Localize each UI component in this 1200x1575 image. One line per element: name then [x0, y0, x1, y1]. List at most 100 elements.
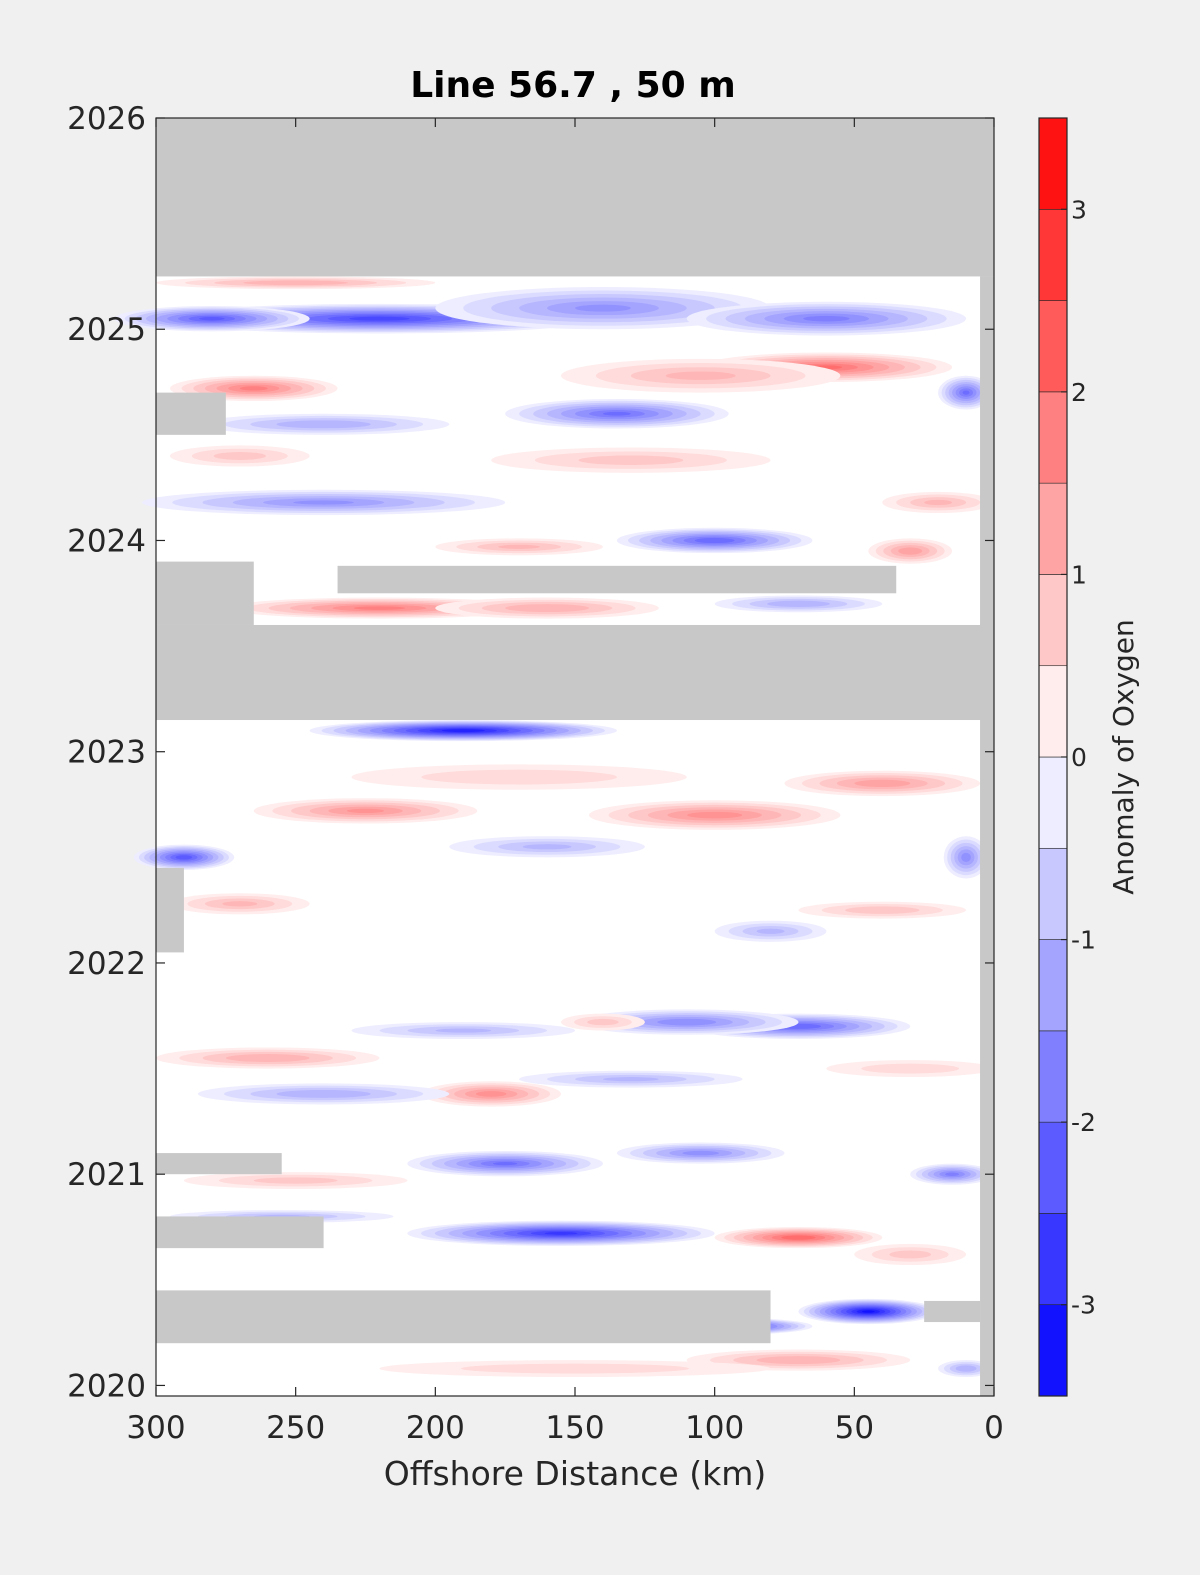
contour-band [962, 390, 970, 395]
contour-band [955, 1365, 977, 1372]
chart-title: Line 56.7 , 50 m [410, 65, 736, 106]
contour-band [239, 386, 268, 391]
anomaly-feature-34 [351, 1022, 575, 1040]
colorbar-segment [1038, 482, 1068, 575]
anomaly-feature-52 [379, 1360, 771, 1377]
contour-band [175, 855, 193, 860]
anomaly-feature-33 [575, 1009, 799, 1035]
colorbar-segment [1038, 574, 1068, 667]
anomaly-feature-24 [784, 770, 981, 797]
colorbar-segment [1038, 1121, 1068, 1214]
contour-band [225, 1054, 310, 1062]
anomaly-feature-29 [169, 893, 310, 915]
contour-band [222, 901, 258, 907]
anomaly-feature-42 [616, 1142, 785, 1164]
contour-band [492, 1162, 518, 1166]
colorbar-segment [1038, 391, 1068, 484]
anomaly-feature-9 [938, 375, 994, 410]
x-tick-label: 150 [545, 1410, 604, 1446]
anomaly-feature-22 [253, 798, 478, 824]
anomaly-feature-8 [505, 398, 729, 429]
anomaly-feature-43 [910, 1163, 994, 1185]
y-tick-label: 2021 [67, 1157, 146, 1193]
contour-band [243, 280, 349, 286]
contour-band [889, 1250, 932, 1259]
x-axis-label: Offshore Distance (km) [384, 1454, 766, 1493]
contour-band [924, 499, 953, 506]
anomaly-feature-38 [197, 1083, 450, 1105]
contour-band [346, 808, 385, 813]
colorbar-segment [1038, 1213, 1068, 1306]
colorbar-tick-label: 1 [1071, 560, 1087, 589]
anomaly-feature-26 [133, 844, 235, 871]
anomaly-feature-30 [798, 901, 967, 919]
anomaly-feature-11 [169, 445, 310, 467]
contour-band [945, 1172, 960, 1176]
anomaly-feature-37 [421, 1081, 562, 1107]
anomaly-feature-35 [561, 1013, 645, 1031]
contour-band [587, 1018, 619, 1026]
contour-band [475, 1091, 507, 1097]
contour-band [498, 544, 541, 549]
contour-band [602, 1077, 659, 1082]
contour-band [756, 928, 785, 934]
y-tick-label: 2024 [67, 523, 146, 559]
anomaly-feature-53 [938, 1360, 994, 1377]
contour-band [435, 1028, 492, 1033]
anomaly-feature-2 [435, 286, 771, 330]
contour-band [767, 600, 830, 608]
contour-band [756, 1356, 841, 1365]
nodata-region [980, 276, 994, 1397]
contour-band [861, 1063, 960, 1074]
colorbar-tick-label: -3 [1071, 1291, 1096, 1320]
colorbar-tick-label: -2 [1071, 1108, 1096, 1137]
x-tick-label: 250 [266, 1410, 325, 1446]
anomaly-feature-31 [714, 920, 827, 942]
contour-band [781, 1235, 816, 1240]
anomaly-feature-28 [449, 836, 645, 858]
x-tick-label: 50 [835, 1410, 874, 1446]
y-tick-label: 2022 [67, 946, 146, 982]
contour-band [421, 769, 617, 785]
colorbar: 3 2 1 0 -1 -2 -3 [1038, 117, 1096, 1397]
y-tick-label: 2026 [67, 101, 146, 137]
y-axis: 2020 2021 2022 2023 2024 2025 2026 [67, 101, 994, 1404]
anomaly-feature-27 [943, 836, 989, 879]
anomaly-feature-46 [714, 1227, 883, 1249]
nodata-region [156, 1153, 282, 1175]
anomaly-feature-13 [142, 489, 506, 516]
x-tick-label: 100 [685, 1410, 744, 1446]
anomaly-feature-23 [588, 800, 841, 830]
colorbar-label: Anomaly of Oxygen [1107, 619, 1140, 895]
nodata-region [156, 1290, 771, 1344]
contour-band [213, 452, 266, 460]
anomaly-feature-49 [798, 1298, 939, 1325]
nodata-region [337, 565, 897, 594]
anomaly-feature-4 [155, 276, 436, 290]
nodata-region [156, 118, 994, 277]
colorbar-segment [1038, 847, 1068, 940]
contour-band [276, 420, 371, 429]
anomaly-feature-48 [854, 1243, 967, 1266]
contour-band [861, 1310, 875, 1313]
anomaly-feature-41 [407, 1150, 603, 1177]
contour-band [803, 315, 850, 322]
nodata-region [156, 867, 184, 953]
x-tick-label: 300 [126, 1410, 185, 1446]
colorbar-tick-label: -1 [1071, 926, 1096, 955]
contour-band [602, 411, 631, 416]
contour-band [460, 1363, 690, 1374]
anomaly-feature-16 [868, 538, 953, 564]
anomaly-feature-7 [561, 358, 841, 393]
nodata-region [156, 392, 226, 435]
plot-area [114, 117, 995, 1397]
anomaly-feature-20 [714, 595, 883, 613]
anomaly-feature-39 [519, 1070, 743, 1088]
x-tick-label: 200 [406, 1410, 465, 1446]
colorbar-tick-label: 0 [1071, 743, 1087, 772]
colorbar-segment [1038, 117, 1068, 210]
colorbar-segment [1038, 756, 1068, 849]
anomaly-feature-10 [197, 413, 450, 435]
y-tick-label: 2023 [67, 735, 146, 771]
